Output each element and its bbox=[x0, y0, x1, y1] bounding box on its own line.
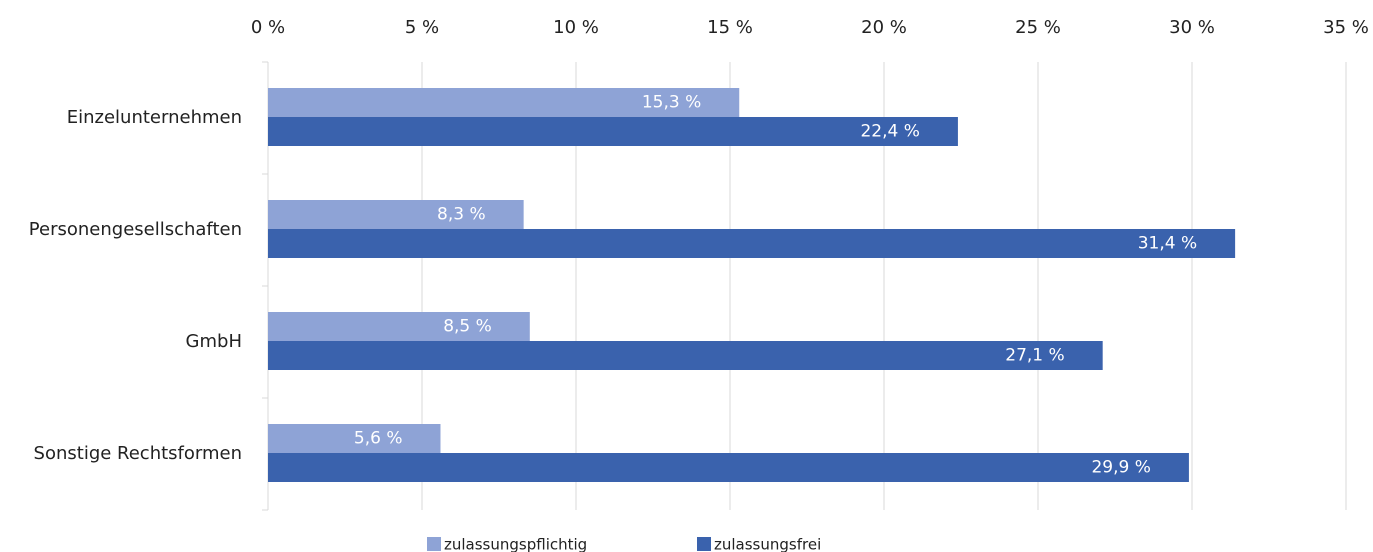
x-tick-label: 35 % bbox=[1323, 17, 1369, 38]
x-tick-label: 15 % bbox=[707, 17, 753, 38]
legend-swatch bbox=[427, 537, 441, 551]
bar bbox=[268, 424, 441, 453]
legend-label: zulassungsfrei bbox=[714, 536, 821, 552]
y-tick-label: Einzelunternehmen bbox=[67, 107, 242, 128]
x-tick-label: 0 % bbox=[251, 17, 285, 38]
data-label: 8,3 % bbox=[437, 205, 486, 225]
x-tick-label: 10 % bbox=[553, 17, 599, 38]
bar bbox=[268, 229, 1236, 258]
y-tick-label: Personengesellschaften bbox=[29, 219, 242, 240]
bar bbox=[268, 312, 530, 341]
bar bbox=[268, 117, 958, 146]
data-label: 27,1 % bbox=[1005, 346, 1064, 366]
data-label: 5,6 % bbox=[354, 429, 403, 449]
y-tick-label: Sonstige Rechtsformen bbox=[34, 443, 242, 464]
data-label: 29,9 % bbox=[1091, 458, 1150, 478]
data-label: 22,4 % bbox=[860, 122, 919, 142]
legend-label: zulassungspflichtig bbox=[444, 536, 587, 552]
data-label: 8,5 % bbox=[443, 317, 492, 337]
data-label: 31,4 % bbox=[1138, 234, 1197, 254]
x-tick-label: 25 % bbox=[1015, 17, 1061, 38]
x-tick-label: 20 % bbox=[861, 17, 907, 38]
bar bbox=[268, 88, 740, 117]
bar bbox=[268, 200, 524, 229]
bar bbox=[268, 341, 1103, 370]
x-tick-label: 5 % bbox=[405, 17, 439, 38]
bar bbox=[268, 453, 1189, 482]
x-tick-label: 30 % bbox=[1169, 17, 1215, 38]
data-label: 15,3 % bbox=[642, 93, 701, 113]
y-tick-label: GmbH bbox=[186, 331, 242, 352]
legend-swatch bbox=[697, 537, 711, 551]
